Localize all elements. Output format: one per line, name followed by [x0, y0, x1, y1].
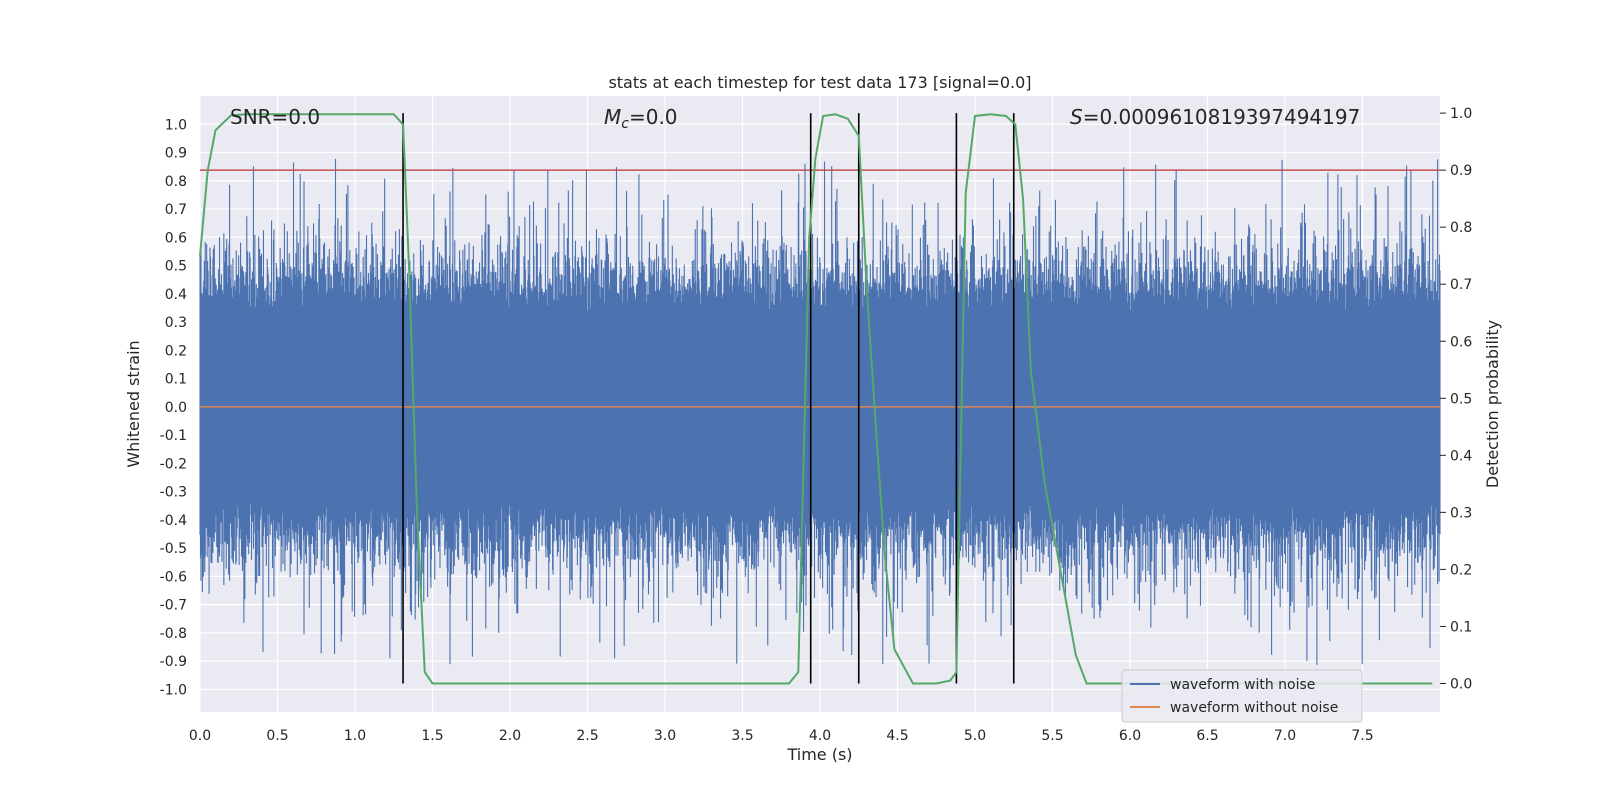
- y-left-tick-label: -0.7: [160, 598, 187, 614]
- y-right-tick-label: 0.6: [1450, 334, 1472, 350]
- x-tick-label: 0.0: [189, 728, 211, 744]
- y-right-tick-label: 0.0: [1450, 676, 1472, 692]
- overlay: [199, 113, 1440, 685]
- x-tick-label: 0.5: [266, 728, 288, 744]
- y-left-tick-label: -0.4: [160, 513, 187, 529]
- y-left-tick-label: 0.3: [165, 315, 187, 331]
- y-left-tick-label: -0.3: [160, 485, 187, 501]
- y-left-tick-label: 0.7: [165, 202, 187, 218]
- x-tick-label: 5.0: [964, 728, 986, 744]
- score-annotation: S=0.0009610819397494197: [1070, 105, 1360, 129]
- x-tick-label: 3.0: [654, 728, 676, 744]
- chirp-mass-value: =0.0: [629, 105, 678, 129]
- y-right-tick-label: 0.9: [1450, 163, 1472, 179]
- y-left-tick-label: 0.8: [165, 174, 187, 190]
- x-tick-label: 1.0: [344, 728, 366, 744]
- y-left-tick-label: 0.5: [165, 259, 187, 275]
- chirp-mass-subscript: c: [621, 116, 629, 132]
- x-axis-label: Time (s): [786, 745, 852, 764]
- y-left-tick-label: 1.0: [165, 117, 187, 133]
- legend-noise-label: waveform with noise: [1170, 677, 1315, 693]
- y-left-tick-label: -0.6: [160, 569, 187, 585]
- y-left-tick-label: 0.4: [165, 287, 187, 303]
- y-left-axis-ticks: -1.0 -0.9 -0.8 -0.7 -0.6 -0.5 -0.4 -0.3 -0.2 -0.1…: [160, 117, 187, 698]
- x-tick-label: 5.5: [1041, 728, 1063, 744]
- y-right-tick-label: 1.0: [1450, 106, 1472, 122]
- score-symbol: S: [1070, 105, 1083, 129]
- legend: waveform with noise waveform without noi…: [1121, 669, 1363, 723]
- x-tick-label: 7.0: [1274, 728, 1296, 744]
- x-tick-label: 3.5: [731, 728, 753, 744]
- chirp-mass-annotation: Mc=0.0: [604, 105, 678, 132]
- legend-clean-label: waveform without noise: [1170, 700, 1338, 716]
- waveform-with-noise: [199, 158, 1441, 666]
- y-right-tick-label: 0.4: [1450, 448, 1472, 464]
- y-right-axis-label: Detection probability: [1483, 320, 1502, 488]
- x-tick-label: 4.5: [886, 728, 908, 744]
- x-tick-label: 2.0: [499, 728, 521, 744]
- y-right-tick-label: 0.5: [1450, 391, 1472, 407]
- y-left-tick-label: 0.1: [165, 372, 187, 388]
- x-tick-label: 1.5: [421, 728, 443, 744]
- y-left-tick-label: -0.2: [160, 456, 187, 472]
- chirp-mass-symbol: M: [604, 105, 621, 129]
- x-tick-label: 6.0: [1119, 728, 1141, 744]
- legend-box: [1121, 669, 1363, 723]
- y-right-tick-label: 0.8: [1450, 220, 1472, 236]
- x-axis-ticks: 0.0 0.5 1.0 1.5 2.0 2.5 3.0 3.5 4.0 4.5 5.0 5.5 6.0 6…: [189, 728, 1374, 744]
- x-tick-label: 4.0: [809, 728, 831, 744]
- y-left-tick-label: 0.0: [165, 400, 187, 416]
- y-left-tick-label: -0.5: [160, 541, 187, 557]
- y-left-tick-label: -0.9: [160, 654, 187, 670]
- y-right-axis-ticks: 0.0 0.1 0.2 0.3 0.4 0.5 0.6 0.7 0.8 0.9 1.0: [1440, 106, 1472, 692]
- x-tick-label: 6.5: [1196, 728, 1218, 744]
- y-left-tick-label: -1.0: [160, 682, 187, 698]
- y-left-tick-label: 0.9: [165, 146, 187, 162]
- x-tick-label: 2.5: [576, 728, 598, 744]
- x-tick-label: 7.5: [1351, 728, 1373, 744]
- y-right-tick-label: 0.3: [1450, 505, 1472, 521]
- y-left-tick-label: -0.1: [160, 428, 187, 444]
- y-right-tick-label: 0.1: [1450, 619, 1472, 635]
- y-left-tick-label: 0.2: [165, 343, 187, 359]
- snr-annotation: SNR=0.0: [230, 105, 320, 129]
- detection-probability-line: [199, 113, 1433, 685]
- y-left-axis-label: Whitened strain: [124, 340, 143, 467]
- y-left-tick-label: -0.8: [160, 626, 187, 642]
- noise-trace: [199, 158, 1441, 666]
- y-right-tick-label: 0.7: [1450, 277, 1472, 293]
- score-value: =0.0009610819397494197: [1083, 105, 1361, 129]
- y-right-tick-label: 0.2: [1450, 562, 1472, 578]
- chart-title: stats at each timestep for test data 173…: [608, 73, 1031, 92]
- y-left-tick-label: 0.6: [165, 230, 187, 246]
